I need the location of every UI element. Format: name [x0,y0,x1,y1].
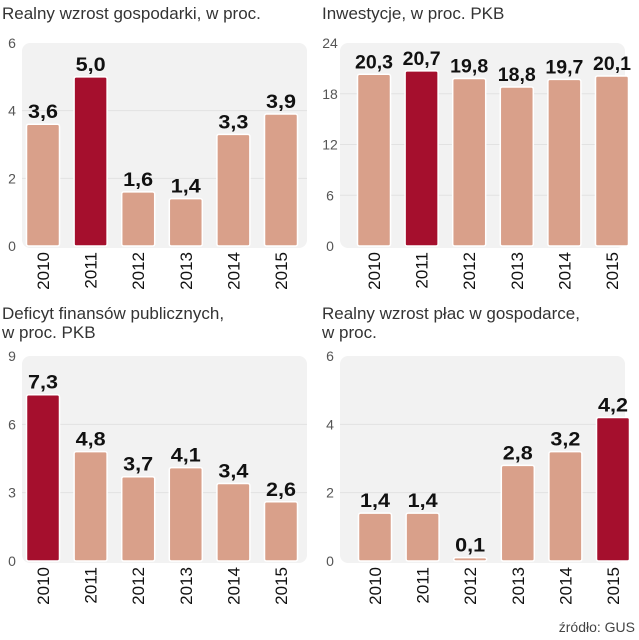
data-label: 7,3 [28,373,58,394]
x-tick-label: 2013 [177,252,196,290]
y-tick-label: 6 [8,35,16,51]
data-label: 19,8 [450,57,488,78]
bar [594,75,630,247]
y-tick-label: 2 [8,170,16,186]
y-tick-label: 6 [326,187,334,203]
data-label: 3,7 [123,455,153,476]
y-tick-label: 0 [8,238,16,254]
x-tick-label: 2015 [272,252,291,290]
x-tick-label: 2013 [508,252,527,290]
data-label: 5,0 [76,55,106,76]
x-tick-label: 2012 [129,252,148,290]
data-label: 18,8 [498,65,536,86]
bar [216,133,251,247]
bar [356,73,392,247]
y-tick-label: 12 [322,137,338,153]
chart-title-wages: Realny wzrost płac w gospodarce, w proc. [322,304,580,342]
bar [405,512,440,562]
x-tick-label: 2013 [509,567,528,605]
bar [25,123,61,247]
y-tick-label: 24 [322,35,338,51]
data-label: 3,4 [218,462,248,483]
x-tick-label: 2014 [556,567,575,605]
data-label: 4,1 [171,446,201,467]
data-label: 20,7 [403,49,441,70]
bar [595,416,631,562]
x-tick-label: 2015 [603,252,622,290]
data-label: 1,4 [360,491,390,512]
bar [120,191,156,247]
bar [25,393,61,562]
bar [120,475,156,562]
data-label: 1,4 [408,491,438,512]
source-note: źródło: GUS [558,619,635,635]
data-label: 4,2 [598,396,628,417]
y-tick-label: 6 [8,416,16,432]
x-tick-label: 2012 [461,567,480,605]
x-tick-label: 2013 [177,567,196,605]
x-tick-label: 2012 [129,567,148,605]
bar [404,70,439,247]
y-tick-label: 18 [322,86,338,102]
data-label: 0,1 [455,536,485,557]
chart-title-investment: Inwestycje, w proc. PKB [322,4,505,23]
y-tick-label: 4 [326,416,334,432]
data-label: 20,1 [593,54,631,75]
y-tick-label: 0 [326,238,334,254]
bar [357,512,393,562]
chart-title-deficit: Deficyt finansów publicznych, w proc. PK… [2,304,225,342]
data-label: 1,6 [123,170,153,191]
y-tick-label: 6 [326,348,334,364]
data-label: 3,2 [550,430,580,451]
y-tick-label: 3 [8,485,16,501]
x-tick-label: 2010 [366,567,385,605]
data-label: 2,6 [266,480,296,501]
x-tick-label: 2011 [82,567,101,604]
bar [451,77,487,247]
y-tick-label: 2 [326,485,334,501]
bar [73,450,108,562]
bar [547,78,582,247]
x-tick-label: 2014 [224,252,243,290]
x-tick-label: 2011 [414,567,433,604]
data-label: 20,3 [355,52,393,73]
bar [168,197,204,247]
bar [216,482,251,562]
data-label: 4,8 [76,430,106,451]
bar [168,466,204,562]
bar [263,113,299,247]
data-label: 2,8 [503,443,533,464]
y-tick-label: 4 [8,103,16,119]
chart-title-gdp: Realny wzrost gospodarki, w proc. [2,4,261,23]
bar [263,501,299,562]
y-tick-label: 9 [8,348,16,364]
x-tick-label: 2012 [460,252,479,290]
bar [73,76,108,247]
x-tick-label: 2015 [272,567,291,605]
x-tick-label: 2014 [555,252,574,290]
y-tick-label: 0 [326,553,334,569]
bar [452,556,488,562]
bar [499,86,535,247]
x-tick-label: 2011 [82,252,101,289]
data-label: 3,6 [28,102,58,123]
data-label: 3,3 [218,112,248,133]
bar [500,464,536,562]
bar [548,450,583,562]
x-tick-label: 2014 [224,567,243,605]
x-tick-label: 2010 [34,567,53,605]
data-label: 1,4 [171,177,201,198]
x-tick-label: 2015 [604,567,623,605]
y-tick-label: 0 [8,553,16,569]
data-label: 3,9 [266,92,296,113]
x-tick-label: 2010 [34,252,53,290]
data-label: 19,7 [545,57,583,78]
x-tick-label: 2010 [365,252,384,290]
x-tick-label: 2011 [413,252,432,289]
